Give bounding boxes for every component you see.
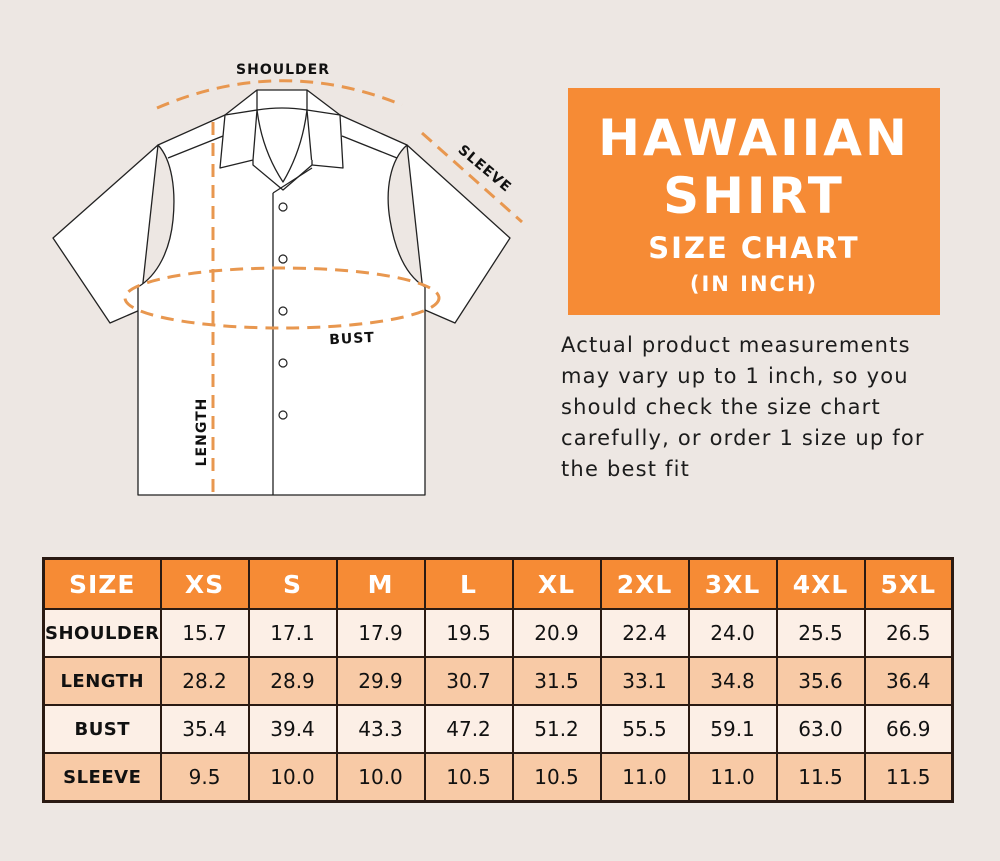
length-label: LENGTH: [194, 398, 210, 467]
disclaimer-line: the best fit: [561, 457, 691, 481]
button-icon: [278, 202, 288, 212]
button-icon: [278, 254, 288, 264]
table-cell: 10.0: [247, 752, 338, 803]
table-cell: 11.0: [599, 752, 690, 803]
button-icon: [278, 306, 288, 316]
title-line-2: SHIRT: [663, 167, 845, 225]
title-line-1: HAWAIIAN: [598, 109, 910, 167]
table-cell: 11.5: [775, 752, 866, 803]
table-cell: 11.5: [863, 752, 954, 803]
shoulder-label: SHOULDER: [236, 62, 330, 78]
table-cell: 31.5: [511, 656, 602, 706]
button-icon: [278, 410, 288, 420]
size-header: SIZE: [42, 557, 162, 610]
table-cell: 66.9: [863, 704, 954, 754]
size-column-header: 2XL: [599, 557, 690, 610]
table-cell: 35.4: [159, 704, 250, 754]
table-cell: 39.4: [247, 704, 338, 754]
shirt-outline: [52, 89, 511, 496]
table-cell: 51.2: [511, 704, 602, 754]
table-cell: 34.8: [687, 656, 778, 706]
bust-line: [123, 266, 441, 330]
table-cell: 10.0: [335, 752, 426, 803]
table-cell: 9.5: [159, 752, 250, 803]
title-banner: HAWAIIAN SHIRT SIZE CHART (IN INCH): [568, 88, 940, 315]
size-column-header: 5XL: [863, 557, 954, 610]
sleeve-label: SLEEVE: [455, 142, 515, 196]
button-icon: [278, 358, 288, 368]
row-label: BUST: [42, 704, 162, 754]
table-cell: 30.7: [423, 656, 514, 706]
table-cell: 28.2: [159, 656, 250, 706]
size-column-header: XL: [511, 557, 602, 610]
table-cell: 25.5: [775, 608, 866, 658]
unit-note: (IN INCH): [689, 272, 819, 296]
sleeve-line: [421, 131, 523, 224]
table-cell: 33.1: [599, 656, 690, 706]
row-label: SLEEVE: [42, 752, 162, 803]
table-cell: 10.5: [423, 752, 514, 803]
table-cell: 15.7: [159, 608, 250, 658]
disclaimer-line: carefully, or order 1 size up for: [561, 426, 925, 450]
row-label: SHOULDER: [42, 608, 162, 658]
table-row: SLEEVE 9.5 10.0 10.0 10.5 10.5 11.0 11.0 11.5 11.…: [42, 752, 954, 803]
measure-lines: [123, 79, 523, 495]
disclaimer-line: should check the size chart: [561, 395, 881, 419]
table-cell: 17.9: [335, 608, 426, 658]
table-header-row: SIZE XS S M L XL 2XL 3XL 4XL 5XL: [42, 557, 954, 610]
table-row: BUST 35.4 39.4 43.3 47.2 51.2 55.5 59.1 63.0 66.9: [42, 704, 954, 754]
table-cell: 43.3: [335, 704, 426, 754]
table-cell: 35.6: [775, 656, 866, 706]
size-table: SIZE XS S M L XL 2XL 3XL 4XL 5XL SHOULDER 15.7 17.1…: [42, 557, 955, 803]
table-cell: 55.5: [599, 704, 690, 754]
table-cell: 59.1: [687, 704, 778, 754]
table-cell: 26.5: [863, 608, 954, 658]
table-cell: 22.4: [599, 608, 690, 658]
table-row: SHOULDER 15.7 17.1 17.9 19.5 20.9 22.4 24.0 25.5…: [42, 608, 954, 658]
size-column-header: M: [335, 557, 426, 610]
table-cell: 36.4: [863, 656, 954, 706]
table-cell: 20.9: [511, 608, 602, 658]
buttons: [278, 202, 288, 420]
table-cell: 47.2: [423, 704, 514, 754]
shirt-diagram: SHOULDER SLEEVE BUST LENGTH: [52, 62, 523, 496]
table-cell: 24.0: [687, 608, 778, 658]
size-column-header: S: [247, 557, 338, 610]
subtitle: SIZE CHART: [648, 231, 860, 265]
row-label: LENGTH: [42, 656, 162, 706]
size-column-header: 4XL: [775, 557, 866, 610]
table-cell: 11.0: [687, 752, 778, 803]
shoulder-line: [156, 79, 403, 110]
bust-label: BUST: [329, 330, 375, 348]
table-cell: 10.5: [511, 752, 602, 803]
size-column-header: L: [423, 557, 514, 610]
table-cell: 28.9: [247, 656, 338, 706]
size-column-header: XS: [159, 557, 250, 610]
disclaimer-line: Actual product measurements: [561, 333, 911, 357]
table-cell: 19.5: [423, 608, 514, 658]
table-cell: 63.0: [775, 704, 866, 754]
disclaimer-line: may vary up to 1 inch, so you: [561, 364, 909, 388]
table-cell: 17.1: [247, 608, 338, 658]
measurement-disclaimer: Actual product measurements may vary up …: [561, 330, 925, 485]
size-column-header: 3XL: [687, 557, 778, 610]
table-cell: 29.9: [335, 656, 426, 706]
table-row: LENGTH 28.2 28.9 29.9 30.7 31.5 33.1 34.8 35.6 36…: [42, 656, 954, 706]
